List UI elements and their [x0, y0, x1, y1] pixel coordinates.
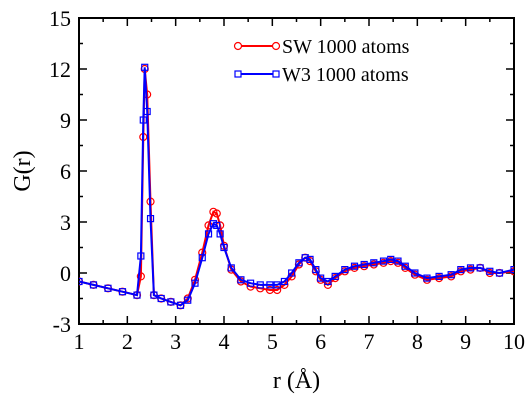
- data-point: [220, 243, 228, 252]
- x-tick-labels: 1 2 3 4 5 6 7 8 9 10: [74, 329, 526, 354]
- legend-label: SW 1000 atoms: [282, 36, 410, 58]
- data-point: [246, 279, 255, 287]
- x-tick-label: 4: [219, 329, 230, 354]
- data-point: [256, 281, 264, 289]
- data-point: [212, 209, 221, 218]
- data-point: [137, 252, 145, 260]
- y-tick-label: 0: [60, 261, 71, 286]
- data-point: [495, 269, 504, 277]
- x-tick-label: 1: [74, 329, 85, 354]
- data-point: [360, 260, 368, 269]
- x-tick-label: 9: [460, 329, 471, 354]
- legend: SW 1000 atoms W3 1000 atoms: [233, 36, 410, 86]
- data-point: [167, 298, 175, 306]
- data-point: [146, 215, 155, 223]
- data-point: [266, 281, 274, 289]
- data-point: [136, 272, 145, 281]
- y-tick-label: 12: [49, 57, 71, 82]
- data-point: [350, 262, 359, 270]
- data-point: [447, 271, 455, 279]
- legend-item-1: W3 1000 atoms: [234, 64, 409, 86]
- series-line: [79, 67, 514, 307]
- data-point: [341, 266, 349, 274]
- data-point: [457, 266, 465, 274]
- data-point: [139, 116, 147, 124]
- data-point: [133, 291, 141, 299]
- x-tick-label: 10: [503, 329, 525, 354]
- data-point: [466, 264, 475, 272]
- data-point: [213, 221, 221, 229]
- data-point: [273, 285, 282, 295]
- data-point: [184, 296, 192, 304]
- legend-marker: [271, 41, 281, 51]
- data-point: [324, 277, 332, 286]
- y-tick-label: 3: [60, 210, 71, 235]
- legend-marker: [233, 41, 243, 51]
- data-point: [79, 277, 83, 286]
- data-point: [157, 294, 165, 303]
- plot-area: [78, 17, 515, 325]
- data-point: [273, 281, 281, 289]
- data-point: [141, 63, 149, 71]
- y-axis-label: G(r): [10, 150, 36, 191]
- data-point: [370, 259, 378, 267]
- series-1: [79, 63, 514, 309]
- legend-item-0: SW 1000 atoms: [233, 36, 410, 58]
- x-axis-label: r (Å): [273, 368, 320, 394]
- y-tick-labels: -3 0 3 6 9 12 15: [49, 6, 71, 337]
- data-point: [191, 279, 199, 287]
- y-tick-label: -3: [53, 312, 71, 337]
- data-point: [118, 288, 127, 296]
- legend-marker: [234, 70, 242, 78]
- data-point: [176, 301, 185, 309]
- data-point: [89, 281, 98, 289]
- legend-marker: [272, 70, 280, 78]
- data-point: [411, 269, 419, 277]
- data-point: [288, 269, 296, 277]
- legend-label: W3 1000 atoms: [282, 64, 409, 86]
- data-point: [280, 277, 289, 286]
- data-point: [476, 264, 484, 272]
- x-tick-label: 6: [315, 329, 326, 354]
- data-point: [150, 291, 158, 299]
- data-point: [204, 230, 213, 238]
- y-tick-label: 15: [49, 6, 71, 31]
- data-point: [423, 274, 431, 282]
- data-point: [216, 230, 224, 238]
- data-point: [510, 266, 514, 274]
- data-point: [486, 267, 494, 275]
- x-tick-label: 2: [122, 329, 133, 354]
- data-point: [317, 274, 325, 282]
- x-tick-label: 7: [364, 329, 375, 354]
- data-point: [394, 257, 402, 265]
- x-tick-label: 8: [412, 329, 423, 354]
- data-point: [301, 254, 309, 262]
- data-point: [401, 262, 409, 270]
- y-tick-label: 9: [60, 108, 71, 133]
- data-point: [227, 264, 235, 272]
- data-point: [198, 254, 206, 262]
- data-point: [387, 255, 395, 263]
- data-point: [306, 255, 314, 263]
- data-point: [295, 259, 303, 267]
- data-point: [143, 107, 151, 116]
- x-tick-label: 5: [267, 329, 278, 354]
- y-tick-label: 6: [60, 159, 71, 184]
- x-tick-label: 3: [170, 329, 181, 354]
- data-point: [379, 257, 388, 265]
- data-point: [312, 266, 320, 274]
- data-point: [435, 272, 443, 280]
- data-point: [331, 272, 339, 280]
- data-point: [104, 284, 112, 292]
- data-point: [237, 276, 245, 284]
